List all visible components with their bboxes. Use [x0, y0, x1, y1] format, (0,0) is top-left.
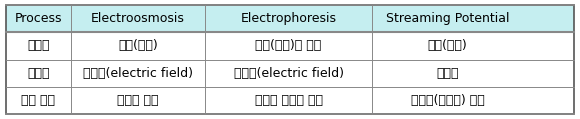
Text: Process: Process [14, 12, 62, 25]
Text: 유체(용액): 유체(용액) [118, 39, 158, 52]
Text: 발생 결과: 발생 결과 [21, 94, 56, 107]
Text: 유체와 입자의 이동: 유체와 입자의 이동 [255, 94, 322, 107]
Text: 이동상: 이동상 [27, 39, 50, 52]
Bar [6, 87, 574, 114]
Text: 퍼텐션(전기장) 발생: 퍼텐션(전기장) 발생 [411, 94, 485, 107]
Text: 구동력: 구동력 [27, 67, 50, 80]
Text: 유체의 이동: 유체의 이동 [117, 94, 159, 107]
Bar [6, 60, 574, 87]
Text: 유체(용액): 유체(용액) [428, 39, 467, 52]
Text: 유체(용액)와 입자: 유체(용액)와 입자 [255, 39, 322, 52]
Text: Electroosmosis: Electroosmosis [91, 12, 185, 25]
Text: 압력차: 압력차 [437, 67, 459, 80]
Bar [6, 32, 574, 60]
Text: 전기장(electric field): 전기장(electric field) [83, 67, 193, 80]
Bar [6, 5, 574, 32]
Text: 전기장(electric field): 전기장(electric field) [234, 67, 343, 80]
Text: Streaming Potential: Streaming Potential [386, 12, 509, 25]
Text: Electrophoresis: Electrophoresis [241, 12, 336, 25]
